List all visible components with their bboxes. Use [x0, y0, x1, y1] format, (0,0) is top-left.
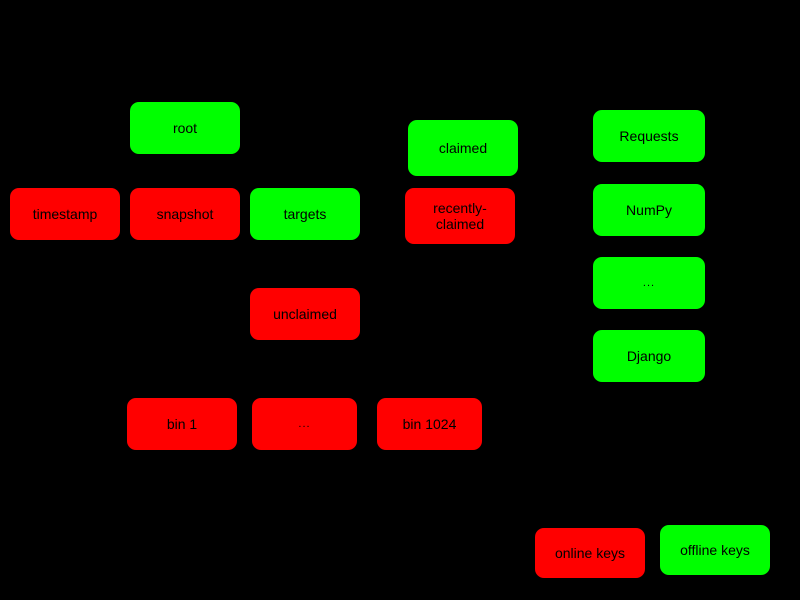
node-numpy: NumPy	[593, 184, 705, 236]
node-targets: targets	[250, 188, 360, 240]
node-django: Django	[593, 330, 705, 382]
node-legend-online: online keys	[535, 528, 645, 578]
node-legend-offline: offline keys	[660, 525, 770, 575]
node-bin-1: bin 1	[127, 398, 237, 450]
node-root: root	[130, 102, 240, 154]
node-requests: Requests	[593, 110, 705, 162]
node-pkg-ellipsis: ...	[593, 257, 705, 309]
node-bin-1024: bin 1024	[377, 398, 482, 450]
node-recently-claimed: recently- claimed	[405, 188, 515, 244]
node-snapshot: snapshot	[130, 188, 240, 240]
node-claimed: claimed	[408, 120, 518, 176]
node-timestamp: timestamp	[10, 188, 120, 240]
node-unclaimed: unclaimed	[250, 288, 360, 340]
node-bin-ellipsis: ...	[252, 398, 357, 450]
